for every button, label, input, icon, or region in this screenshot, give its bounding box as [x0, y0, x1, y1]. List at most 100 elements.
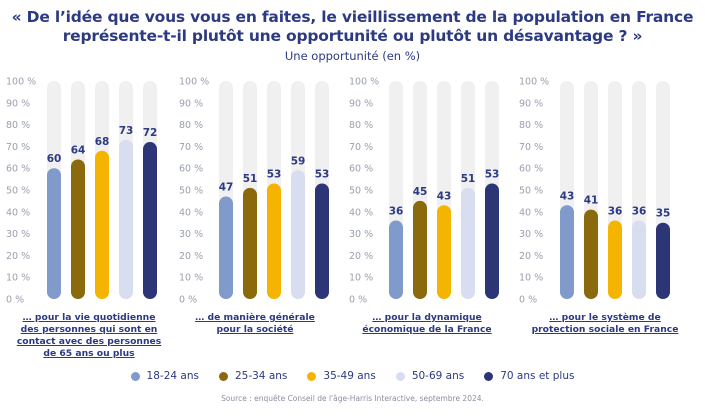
legend-label: 50-69 ans — [411, 370, 465, 382]
y-tick-label: 50 % — [349, 186, 373, 197]
data-label: 59 — [291, 155, 306, 167]
y-tick-label: 70 % — [6, 142, 30, 153]
legend-label: 18-24 ans — [146, 370, 199, 382]
y-tick-label: 50 % — [519, 186, 543, 197]
data-label: 41 — [584, 195, 599, 207]
bar-2-2 — [243, 187, 257, 299]
group-caption-1: … pour la vie quotidienne des personnes … — [16, 312, 162, 359]
bar-1-4 — [119, 139, 133, 299]
y-tick-label: 70 % — [179, 142, 203, 153]
y-tick-label: 0 % — [349, 295, 367, 306]
y-tick-label: 30 % — [6, 229, 30, 240]
y-tick-label: 60 % — [519, 164, 543, 175]
data-label: 73 — [119, 125, 134, 137]
bar-2-4 — [291, 170, 305, 299]
bar-3-5 — [485, 183, 499, 299]
y-tick-label: 30 % — [519, 229, 543, 240]
chart-title: « De l’idée que vous vous en faites, le … — [11, 8, 694, 45]
legend-swatch — [307, 371, 317, 381]
y-tick-label: 50 % — [179, 186, 203, 197]
legend-swatch — [484, 371, 494, 381]
data-label: 72 — [143, 127, 158, 139]
legend-label: 70 ans et plus — [500, 370, 575, 382]
y-tick-label: 10 % — [519, 273, 543, 284]
y-tick-label: 40 % — [6, 207, 30, 218]
data-label: 43 — [437, 190, 452, 202]
y-tick-label: 80 % — [349, 120, 373, 131]
data-label: 53 — [485, 168, 500, 180]
data-label: 36 — [608, 206, 623, 218]
bar-1-2 — [71, 159, 85, 299]
bar-4-2 — [584, 209, 598, 299]
y-tick-label: 90 % — [349, 98, 373, 109]
y-tick-label: 20 % — [179, 251, 203, 262]
legend-swatch — [130, 371, 140, 381]
y-tick-label: 100 % — [6, 77, 36, 88]
data-label: 45 — [413, 186, 428, 198]
group-caption-3: … pour la dynamique économique de la Fra… — [362, 312, 492, 335]
y-tick-label: 90 % — [6, 98, 30, 109]
y-tick-label: 30 % — [349, 229, 373, 240]
data-label: 43 — [560, 190, 575, 202]
legend: 18-24 ans 25-34 ans 35-49 ans 50-69 ans … — [0, 370, 705, 382]
legend-swatch — [395, 371, 405, 381]
y-tick-label: 80 % — [6, 120, 30, 131]
bar-3-3 — [437, 205, 451, 299]
legend-item-18-24: 18-24 ans — [130, 370, 199, 382]
group-caption-2: … de manière générale pour la société — [195, 312, 315, 335]
data-label: 36 — [632, 206, 647, 218]
legend-item-25-34: 25-34 ans — [218, 370, 288, 382]
bar-1-3 — [95, 150, 109, 299]
bar-2-1 — [219, 196, 233, 299]
bar-1-5 — [143, 142, 157, 299]
y-tick-label: 100 % — [519, 77, 549, 88]
legend-item-35-49: 35-49 ans — [307, 370, 376, 382]
legend-label: 35-49 ans — [323, 370, 376, 382]
bar-3-4 — [461, 187, 475, 299]
y-tick-label: 80 % — [179, 120, 203, 131]
bar-3-1 — [389, 220, 403, 299]
bar-2-5 — [315, 183, 329, 299]
y-tick-label: 60 % — [6, 164, 30, 175]
data-label: 35 — [656, 208, 671, 220]
data-label: 53 — [315, 168, 330, 180]
y-tick-label: 70 % — [349, 142, 373, 153]
legend-label: 25-34 ans — [234, 370, 288, 382]
y-tick-label: 20 % — [519, 251, 543, 262]
y-tick-label: 0 % — [179, 295, 197, 306]
y-tick-label: 0 % — [519, 295, 537, 306]
bar-4-1 — [560, 205, 574, 299]
y-tick-label: 10 % — [349, 273, 373, 284]
y-tick-label: 10 % — [179, 273, 203, 284]
y-tick-label: 70 % — [519, 142, 543, 153]
bar-4-5 — [656, 222, 670, 299]
group-caption-4: … pour le système de protection sociale … — [531, 312, 679, 335]
y-tick-label: 40 % — [349, 207, 373, 218]
y-tick-label: 90 % — [519, 98, 543, 109]
y-tick-label: 40 % — [179, 207, 203, 218]
legend-item-70-plus: 70 ans et plus — [484, 370, 574, 382]
data-label: 53 — [267, 168, 282, 180]
y-tick-label: 60 % — [349, 164, 373, 175]
data-label: 51 — [461, 173, 476, 185]
source-note: Source : enquête Conseil de l'âge-Harris… — [221, 394, 484, 403]
bar-3-2 — [413, 200, 427, 299]
y-tick-label: 90 % — [179, 98, 203, 109]
chart-subtitle: Une opportunité (en %) — [284, 49, 421, 63]
y-tick-label: 100 % — [179, 77, 209, 88]
y-tick-label: 20 % — [349, 251, 373, 262]
bar-4-3 — [608, 220, 622, 299]
y-tick-label: 80 % — [519, 120, 543, 131]
y-tick-label: 40 % — [519, 207, 543, 218]
bar-1-1 — [47, 168, 61, 299]
y-tick-label: 60 % — [179, 164, 203, 175]
y-tick-label: 50 % — [6, 186, 30, 197]
y-tick-label: 0 % — [6, 295, 24, 306]
data-label: 64 — [71, 144, 86, 156]
y-tick-label: 30 % — [179, 229, 203, 240]
legend-swatch — [218, 371, 228, 381]
data-label: 47 — [219, 182, 234, 194]
y-tick-label: 10 % — [6, 273, 30, 284]
legend-item-50-69: 50-69 ans — [395, 370, 465, 382]
